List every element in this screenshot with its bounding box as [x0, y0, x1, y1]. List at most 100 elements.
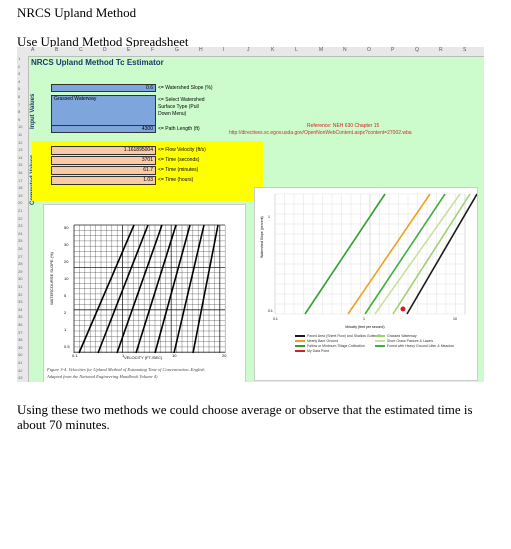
row-header[interactable]: 26 — [18, 246, 23, 251]
column-header-bar: A B C D E F G H I J K L M N O P Q R S — [17, 47, 484, 57]
row-header[interactable]: 23 — [18, 223, 23, 229]
left-chart-curve — [116, 224, 163, 354]
neh-velocity-figure: WATERCOURSE SLOPE (%) VELOCITY (FT./SEC)… — [43, 204, 246, 382]
row-header[interactable]: 32 — [18, 291, 23, 297]
left-chart-ytick: 0.5 — [64, 344, 70, 349]
left-chart-ytick: 50 — [64, 225, 69, 230]
row-header[interactable]: 34 — [18, 306, 23, 312]
sheet-title: NRCS Upland Method Tc Estimator — [31, 58, 164, 67]
legend-swatch — [375, 345, 385, 347]
row-header[interactable]: 10 — [18, 124, 23, 130]
left-chart-ylabel: WATERCOURSE SLOPE (%) — [49, 251, 54, 305]
row-header[interactable]: 37 — [18, 329, 23, 335]
column-header[interactable]: E — [127, 47, 131, 53]
column-header[interactable]: S — [463, 47, 467, 53]
column-header[interactable]: A — [31, 47, 35, 53]
right-chart-xtick: 1 — [363, 317, 365, 321]
column-header[interactable]: D — [103, 47, 107, 53]
row-header[interactable]: 2 — [18, 63, 21, 69]
row-header[interactable]: 28 — [18, 261, 23, 267]
hours-label: <= Time (hours) — [158, 177, 194, 183]
column-header[interactable]: H — [199, 47, 203, 53]
row-header[interactable]: 36 — [18, 322, 23, 327]
column-header[interactable]: P — [391, 47, 395, 53]
row-header[interactable]: 25 — [18, 238, 23, 244]
right-chart-series-line — [347, 193, 431, 315]
column-header[interactable]: I — [223, 47, 225, 53]
row-header[interactable]: 18 — [18, 185, 23, 191]
row-header[interactable]: 11 — [18, 132, 23, 137]
surface-type-select[interactable]: Grassed Waterway — [51, 95, 156, 127]
column-header[interactable]: B — [55, 47, 59, 53]
row-header[interactable]: 35 — [18, 314, 23, 320]
column-header[interactable]: L — [295, 47, 298, 53]
row-header[interactable]: 1 — [18, 56, 21, 61]
row-header[interactable]: 5 — [18, 86, 21, 92]
reference-url[interactable]: http://directives.sc.egov.usda.gov/OpenN… — [229, 130, 412, 136]
row-header[interactable]: 12 — [18, 139, 23, 145]
column-header[interactable]: K — [271, 47, 275, 53]
left-chart-curve — [154, 224, 191, 354]
row-header[interactable]: 7 — [18, 101, 21, 107]
row-header[interactable]: 4 — [18, 78, 21, 84]
minutes-label: <= Time (minutes) — [158, 167, 199, 173]
column-header[interactable]: O — [367, 47, 371, 53]
column-header[interactable]: J — [247, 47, 250, 53]
legend-swatch — [295, 340, 305, 342]
row-header[interactable]: 38 — [18, 337, 23, 343]
row-header[interactable]: 17 — [18, 177, 23, 183]
row-header[interactable]: 22 — [18, 215, 23, 221]
legend-swatch — [295, 350, 305, 352]
row-header[interactable]: 16 — [18, 170, 23, 175]
legend-item: Grassed Waterway — [375, 334, 417, 338]
row-header[interactable]: 40 — [18, 352, 23, 358]
row-header[interactable]: 33 — [18, 299, 23, 305]
row-header-bar: 1 2 3 4 5 6 7 8 9 10 11 12 13 14 15 16 17 18 19 20 21 22 23 24 2… — [17, 56, 29, 382]
row-header[interactable]: 13 — [18, 147, 23, 153]
column-header[interactable]: C — [79, 47, 83, 53]
row-header[interactable]: 15 — [18, 162, 23, 168]
row-header[interactable]: 29 — [18, 268, 23, 274]
right-chart-xtick: 0.1 — [273, 317, 278, 321]
legend-label: Grassed Waterway — [387, 334, 417, 338]
row-header[interactable]: 39 — [18, 344, 23, 350]
left-chart-curve — [78, 224, 135, 354]
left-chart-curve — [173, 224, 205, 354]
row-header[interactable]: 19 — [18, 192, 23, 198]
legend-item: Forest with Heavy Ground Litter & Meadow — [375, 344, 454, 348]
slope-input[interactable]: 0.6 — [51, 84, 156, 92]
row-header[interactable]: 30 — [18, 276, 23, 282]
row-header[interactable]: 20 — [18, 200, 23, 206]
row-header[interactable]: 3 — [18, 71, 21, 77]
column-header[interactable]: N — [343, 47, 347, 53]
legend-item: Nearly Bare Ground — [295, 339, 338, 343]
left-chart-ytick: 5 — [64, 293, 67, 298]
my-data-point — [400, 306, 406, 312]
column-header[interactable]: M — [319, 47, 324, 53]
column-header[interactable]: F — [151, 47, 155, 53]
row-header[interactable]: 41 — [18, 360, 23, 365]
column-header[interactable]: R — [439, 47, 443, 53]
path-length-input[interactable]: 4300 — [51, 125, 156, 133]
row-header[interactable]: 14 — [18, 154, 23, 160]
velocity-label: <= Flow Velocity (ft/s) — [158, 147, 206, 153]
left-chart-ytick: 2 — [64, 310, 67, 315]
row-header[interactable]: 8 — [18, 109, 21, 115]
row-header[interactable]: 27 — [18, 253, 23, 259]
row-header[interactable]: 24 — [18, 230, 23, 236]
row-header[interactable]: 31 — [18, 284, 23, 289]
row-header[interactable]: 9 — [18, 116, 21, 122]
right-chart-ytick: 1 — [268, 215, 270, 219]
legend-swatch — [375, 340, 385, 342]
seconds-value: 3701 — [51, 156, 156, 165]
row-header[interactable]: 6 — [18, 94, 21, 99]
column-header[interactable]: Q — [415, 47, 419, 53]
row-header[interactable]: 42 — [18, 367, 23, 373]
row-header[interactable]: 43 — [18, 375, 23, 381]
row-header[interactable]: 21 — [18, 208, 23, 213]
legend-label: Fallow or Minimum Tillage Cultivation — [307, 344, 365, 348]
left-chart-xtick: 20 — [222, 353, 227, 358]
column-header[interactable]: G — [175, 47, 179, 53]
input-values-label: Input Values — [30, 93, 36, 129]
